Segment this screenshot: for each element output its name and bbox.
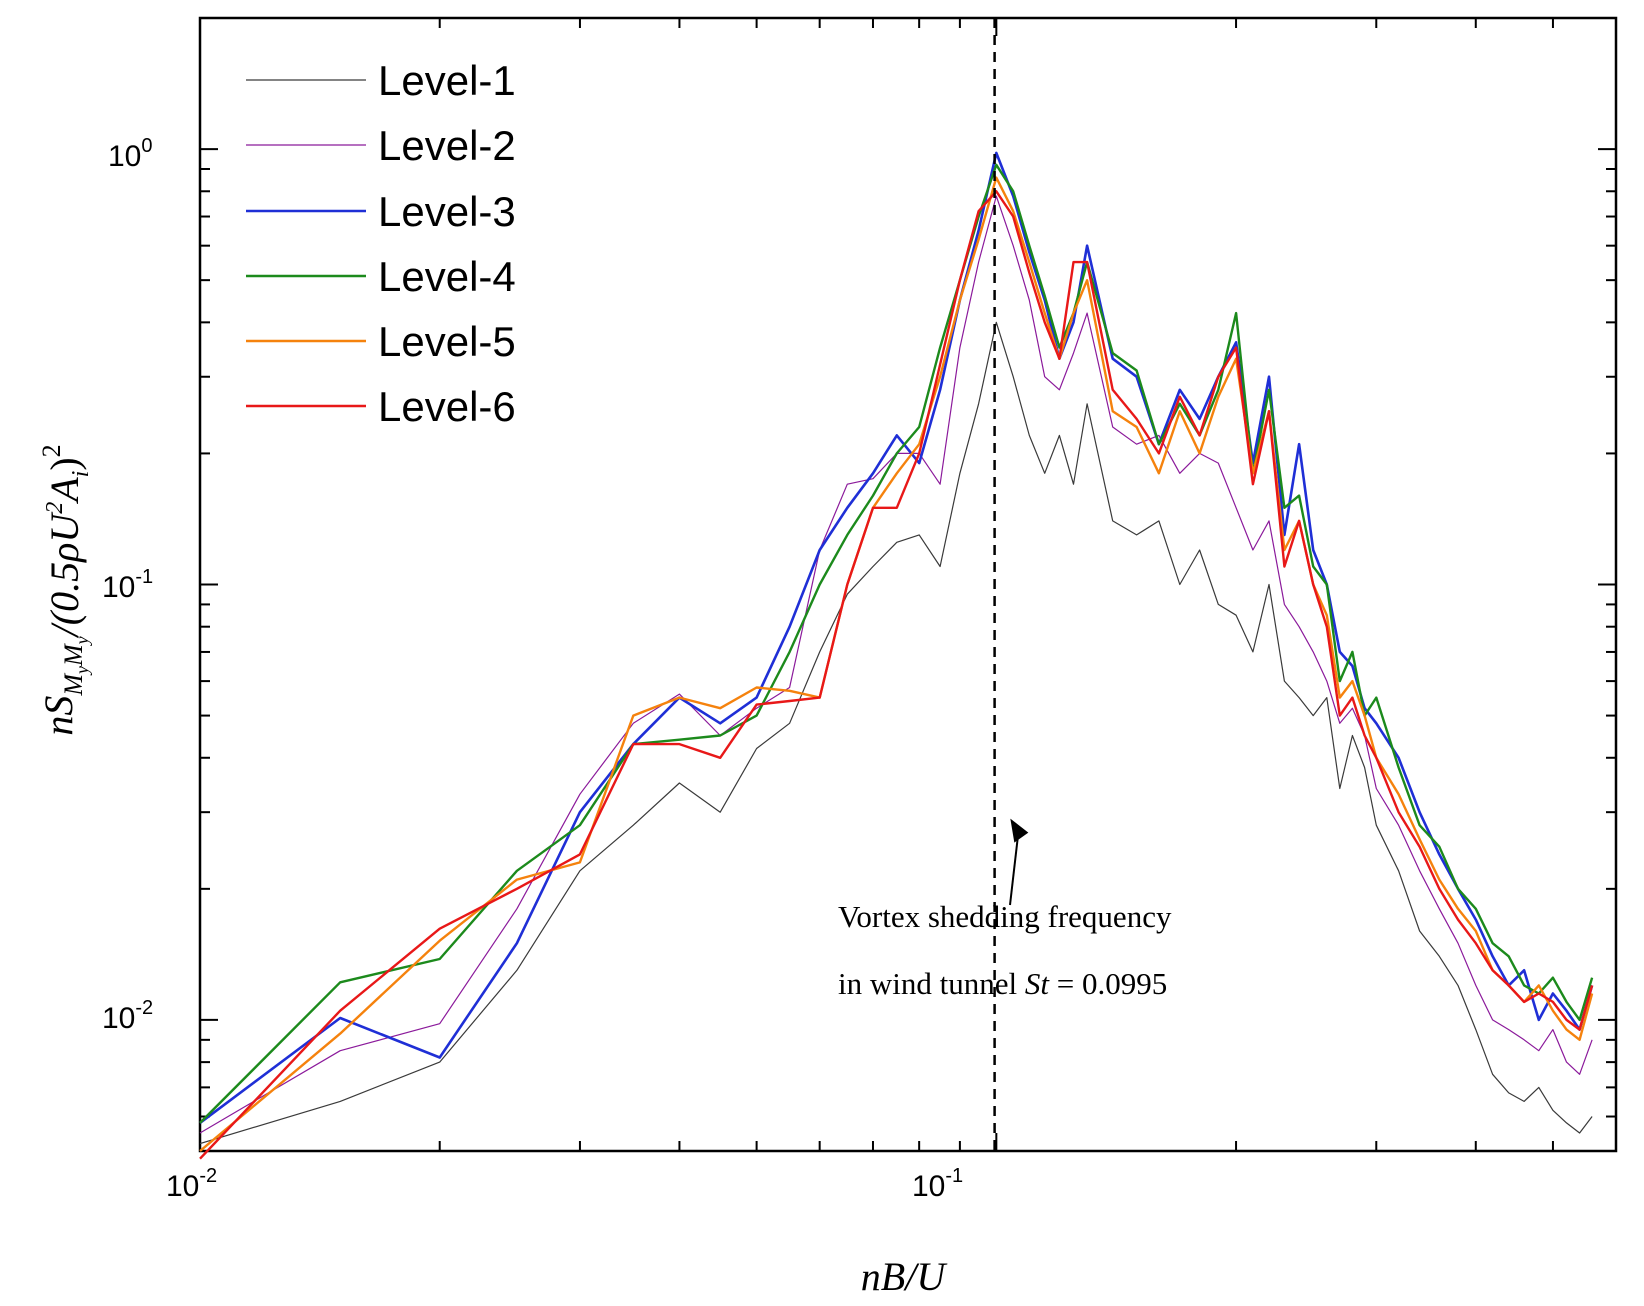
legend-label-level-2: Level-2 <box>378 122 516 169</box>
series-lines <box>199 151 1594 1160</box>
tick-marks <box>199 17 1616 1151</box>
legend-label-level-3: Level-3 <box>378 188 516 235</box>
x-axis-title: nB/U <box>861 1254 949 1299</box>
legend-label-level-1: Level-1 <box>378 57 516 104</box>
series-line-level-4 <box>199 163 1594 1124</box>
legend-label-level-6: Level-6 <box>378 383 516 430</box>
legend-label-level-4: Level-4 <box>378 253 516 300</box>
y-tick-label-0p01: 10-2 <box>102 997 153 1035</box>
legend-label-level-5: Level-5 <box>378 318 516 365</box>
legend: Level-1 Level-2 Level-3 Level-4 Level-5 … <box>246 57 516 430</box>
annotation-line-2: in wind tunnel St = 0.0995 <box>838 966 1167 1001</box>
series-line-level-1 <box>199 321 1593 1145</box>
series-line-level-5 <box>199 176 1594 1152</box>
y-axis-title: nSMyMy/(0.5ρU2Ai)2 <box>36 444 94 735</box>
y-tick-label-0p1: 10-1 <box>102 566 153 604</box>
x-tick-label-0p01: 10-2 <box>166 1165 217 1203</box>
annotation-arrowhead <box>1010 818 1029 843</box>
series-line-level-2 <box>199 195 1593 1134</box>
series-line-level-6 <box>199 190 1594 1160</box>
annotation-arrow <box>1009 832 1020 906</box>
annotation-line-1: Vortex shedding frequency <box>838 899 1172 934</box>
x-tick-label-0p1: 10-1 <box>912 1165 963 1203</box>
y-tick-label-1: 100 <box>108 135 153 173</box>
